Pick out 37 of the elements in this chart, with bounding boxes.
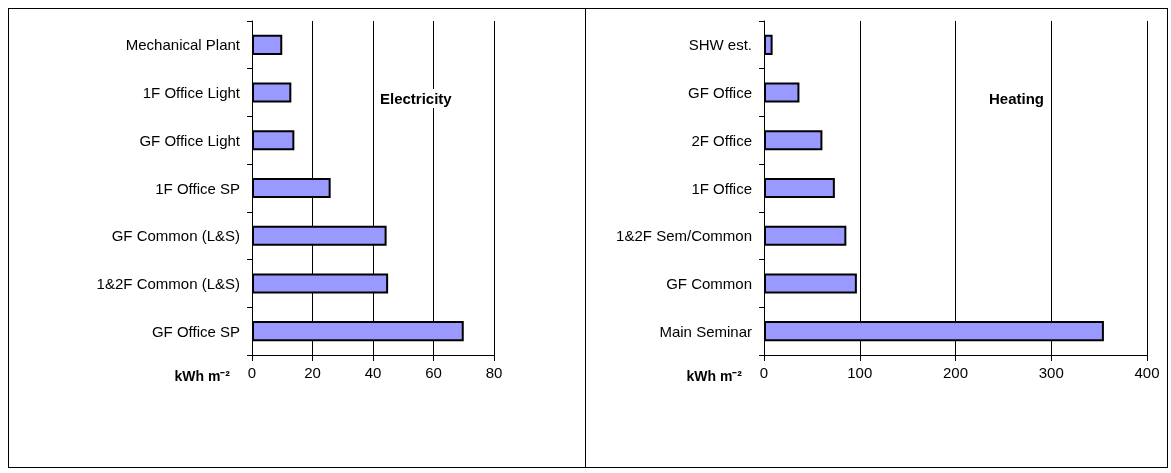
- x-tick-label: 100: [847, 364, 873, 381]
- x-tick-label: 0: [759, 364, 769, 381]
- bar: [764, 130, 823, 151]
- y-tick-label: 1&2F Sem/Common: [616, 227, 752, 245]
- x-tick-label: 400: [1134, 364, 1160, 381]
- x-tick-label: 40: [364, 364, 382, 381]
- x-axis-title: kWh m⁻²: [174, 368, 231, 384]
- y-tick-label: 1&2F Common (L&S): [96, 274, 240, 292]
- bar: [764, 82, 800, 103]
- x-tick-label: 200: [942, 364, 969, 381]
- bar: [764, 273, 857, 294]
- x-tick-label: 60: [425, 364, 442, 381]
- x-tick-label: 20: [304, 364, 321, 381]
- y-tick-label: 1F Office Light: [142, 84, 241, 102]
- text: Heating: [989, 90, 1045, 107]
- y-tick-label: Main Seminar: [659, 322, 752, 340]
- bar: [252, 130, 295, 151]
- y-tick-label: Mechanical Plant: [125, 36, 241, 54]
- y-tick-label: GF Common: [666, 274, 752, 292]
- y-tick-label: SHW est.: [688, 36, 752, 54]
- y-tick-label: 1F Office: [691, 179, 752, 197]
- y-tick-label: GF Office SP: [151, 322, 240, 340]
- bar: [764, 34, 773, 55]
- bar: [764, 177, 835, 199]
- y-tick-label: GF Office: [688, 84, 752, 102]
- x-tick-label: 300: [1038, 364, 1064, 381]
- y-tick-label: 2F Office: [691, 131, 752, 149]
- y-tick-label: GF Office Light: [139, 131, 241, 149]
- text: Electricity: [380, 90, 453, 107]
- y-tick-label: GF Common (L&S): [111, 227, 240, 245]
- x-tick-label: 80: [485, 364, 503, 381]
- y-tick-label: 1F Office SP: [155, 179, 240, 197]
- x-tick-label: 0: [247, 364, 257, 381]
- bar: [252, 34, 283, 55]
- bar: [252, 82, 292, 103]
- bar: [764, 225, 847, 246]
- x-axis-title: kWh m⁻²: [686, 368, 743, 384]
